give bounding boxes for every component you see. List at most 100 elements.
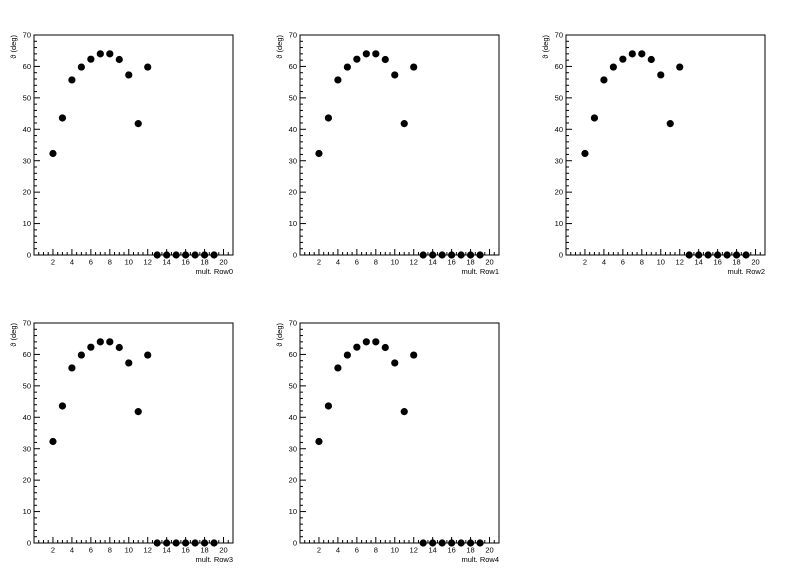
x-tick-label: 6 [89, 258, 93, 267]
data-point [381, 55, 389, 64]
data-point [200, 539, 209, 547]
x-tick-label: 16 [447, 258, 455, 267]
x-tick-label: 12 [410, 258, 418, 267]
data-point [666, 120, 674, 128]
data-point [106, 50, 114, 58]
data-point [400, 120, 408, 128]
y-tick-label: 60 [23, 62, 31, 71]
data-point [353, 55, 361, 63]
x-tick-label: 2 [317, 546, 321, 555]
x-tick-label: 14 [428, 258, 436, 267]
data-point [115, 55, 123, 64]
y-tick-label: 50 [23, 93, 31, 102]
data-point [87, 55, 95, 63]
y-tick-label: 70 [23, 31, 31, 40]
plot-frame [33, 34, 234, 256]
x-tick-label: 14 [162, 546, 170, 555]
data-point [457, 539, 465, 547]
x-tick-label: 10 [391, 258, 399, 267]
x-tick-label: 8 [108, 546, 112, 555]
data-point [609, 63, 617, 71]
data-point [466, 251, 475, 259]
data-point [457, 251, 465, 259]
x-tick-label: 6 [89, 546, 93, 555]
x-tick-label: 18 [200, 546, 208, 555]
data-point [191, 539, 199, 547]
x-tick-label: 20 [485, 258, 493, 267]
y-tick-label: 50 [289, 93, 297, 102]
data-point [200, 251, 209, 259]
x-tick-label: 18 [466, 546, 474, 555]
y-tick-label: 40 [289, 125, 297, 134]
y-tick-label: 60 [555, 62, 563, 71]
data-point [125, 71, 133, 79]
y-tick-label: 70 [289, 31, 297, 40]
data-point [723, 251, 731, 259]
x-tick-label: 10 [125, 258, 133, 267]
y-tick-label: 10 [289, 219, 297, 228]
data-point [182, 539, 190, 547]
data-point [410, 351, 418, 359]
y-tick-label: 30 [555, 156, 563, 165]
data-point [419, 539, 427, 547]
y-tick-label: 60 [289, 350, 297, 359]
data-point [600, 76, 608, 84]
data-point [362, 338, 370, 346]
data-point [144, 351, 152, 359]
data-point [172, 539, 180, 547]
x-tick-label: 12 [144, 546, 152, 555]
x-tick-label: 2 [583, 258, 587, 267]
data-point [657, 71, 665, 79]
y-tick-label: 0 [293, 539, 297, 548]
data-point [334, 76, 342, 84]
y-tick-label: 10 [23, 219, 31, 228]
data-point [619, 55, 627, 63]
data-point [381, 343, 389, 352]
plot-frame [33, 322, 234, 544]
data-point [732, 251, 741, 259]
data-point [153, 539, 161, 547]
data-point [400, 408, 408, 416]
x-axis-title: mult. Row4 [461, 555, 499, 564]
x-tick-label: 4 [70, 258, 74, 267]
y-tick-label: 20 [23, 188, 31, 197]
x-tick-label: 20 [219, 258, 227, 267]
y-tick-label: 30 [289, 156, 297, 165]
y-tick-label: 40 [555, 125, 563, 134]
x-tick-label: 8 [108, 258, 112, 267]
data-point [419, 251, 427, 259]
x-tick-label: 6 [621, 258, 625, 267]
data-point [353, 343, 361, 351]
x-axis-title: mult. Row1 [461, 267, 499, 276]
x-tick-label: 10 [657, 258, 665, 267]
x-tick-label: 6 [355, 546, 359, 555]
x-tick-label: 8 [374, 258, 378, 267]
y-tick-label: 20 [555, 188, 563, 197]
data-point [182, 251, 190, 259]
data-point [343, 351, 351, 359]
x-tick-label: 18 [466, 258, 474, 267]
x-tick-label: 2 [51, 258, 55, 267]
plot-frame [299, 322, 500, 544]
y-tick-label: 10 [23, 507, 31, 516]
y-tick-label: 70 [555, 31, 563, 40]
x-tick-label: 4 [336, 546, 340, 555]
data-point [163, 539, 171, 547]
x-tick-label: 2 [317, 258, 321, 267]
y-tick-label: 20 [289, 188, 297, 197]
y-tick-label: 30 [23, 444, 31, 453]
x-axis-title: mult. Row0 [195, 267, 233, 276]
data-point [49, 437, 57, 446]
y-tick-label: 30 [23, 156, 31, 165]
x-tick-label: 16 [181, 546, 189, 555]
data-point [391, 359, 399, 367]
y-tick-label: 0 [559, 251, 563, 260]
y-axis-title: ϑ (deg) [275, 323, 284, 347]
data-point [134, 120, 142, 128]
y-axis-title: ϑ (deg) [275, 35, 284, 59]
data-point [429, 251, 437, 259]
